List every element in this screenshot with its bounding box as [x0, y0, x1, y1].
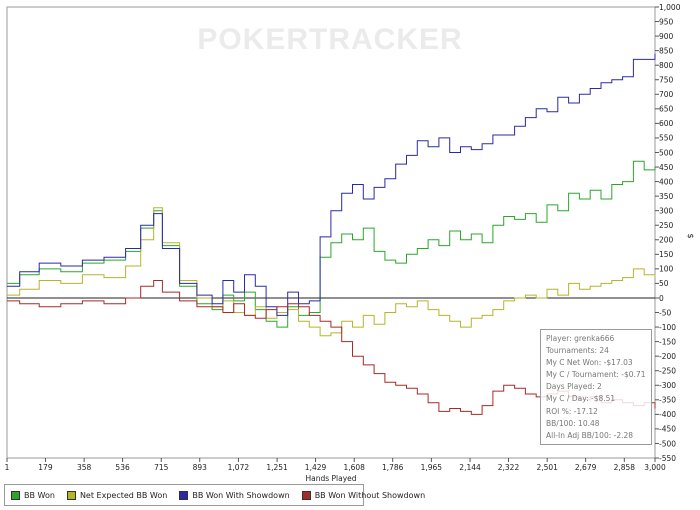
- y-tick-label: 100: [659, 265, 674, 274]
- y-tick-label: 1,000: [659, 3, 681, 12]
- series-line-2: [7, 53, 656, 316]
- y-tick-label: 300: [659, 206, 674, 215]
- legend-label: BB Won: [24, 490, 55, 500]
- y-tick-label: 500: [659, 148, 674, 157]
- y-tick-label: -150: [659, 337, 676, 346]
- y-tick-label: -550: [659, 454, 676, 463]
- y-tick-label: -500: [659, 439, 676, 448]
- y-tick-label: -350: [659, 396, 676, 405]
- y-tick-label: 700: [659, 90, 674, 99]
- y-tick-label: 200: [659, 236, 674, 245]
- x-tick-label: 715: [154, 463, 169, 472]
- x-tick-label: 1: [5, 463, 10, 472]
- x-tick-label: 179: [38, 463, 53, 472]
- stat-allin-bb100: All-In Adj BB/100: -2.28: [546, 430, 634, 440]
- stat-net-won: My C Net Won: -$17.03: [546, 358, 633, 368]
- y-tick-label: 250: [659, 221, 674, 230]
- y-tick-label: -200: [659, 352, 676, 361]
- legend-label: BB Won With Showdown: [192, 490, 290, 500]
- y-tick-label: 850: [659, 46, 674, 55]
- y-axis-label: $: [686, 233, 695, 238]
- x-tick-label: 1,786: [382, 463, 404, 472]
- x-tick-label: 893: [193, 463, 208, 472]
- stats-panel: Player: grenka666 Tournaments: 24 My C N…: [540, 329, 652, 445]
- y-tick-label: 450: [659, 163, 674, 172]
- legend-item-without-showdown: BB Won Without Showdown: [301, 490, 426, 500]
- x-tick-label: 3,000: [644, 463, 666, 472]
- legend-swatch: [179, 490, 189, 500]
- y-tick-label: 600: [659, 119, 674, 128]
- y-tick-label: 900: [659, 32, 674, 41]
- y-tick-label: -450: [659, 425, 676, 434]
- legend-item-bb-won: BB Won: [11, 490, 55, 500]
- stat-roi: ROI %: -17.12: [546, 406, 598, 416]
- stat-per-tournament: My C / Tournament: -$0.71: [546, 370, 646, 380]
- stat-player: Player: grenka666: [546, 334, 615, 343]
- y-tick-label: 50: [659, 279, 669, 288]
- x-tick-label: 1,429: [305, 463, 327, 472]
- y-tick-label: 150: [659, 250, 674, 259]
- y-tick-label: -50: [659, 308, 671, 317]
- stat-per-day: My C / Day: -$8.51: [546, 394, 616, 404]
- x-tick-label: 2,501: [536, 463, 558, 472]
- legend-item-with-showdown: BB Won With Showdown: [179, 490, 290, 500]
- stat-bb100: BB/100: 10.48: [546, 418, 600, 428]
- legend-swatch: [301, 490, 311, 500]
- x-tick-label: 2,679: [575, 463, 597, 472]
- watermark: POKERTRACKER: [197, 23, 462, 56]
- x-tick-label: 1,251: [266, 463, 288, 472]
- y-tick-label: -250: [659, 367, 676, 376]
- x-axis-label: Hands Played: [305, 474, 356, 483]
- legend-swatch: [66, 490, 76, 500]
- y-tick-label: 800: [659, 61, 674, 70]
- legend-label: BB Won Without Showdown: [314, 490, 426, 500]
- y-tick-label: 550: [659, 134, 674, 143]
- legend-swatch: [11, 490, 20, 500]
- x-tick-label: 2,322: [498, 463, 520, 472]
- x-tick-label: 358: [77, 463, 92, 472]
- y-tick-label: 650: [659, 105, 674, 114]
- x-tick-label: 536: [115, 463, 130, 472]
- x-tick-label: 1,965: [421, 463, 443, 472]
- stat-tournaments: Tournaments: 24: [546, 346, 609, 356]
- x-tick-label: 1,608: [343, 463, 365, 472]
- y-tick-label: -400: [659, 410, 676, 419]
- plot-area: [6, 6, 656, 459]
- y-tick-label: 750: [659, 76, 674, 85]
- x-tick-label: 2,858: [614, 463, 636, 472]
- y-tick-label: 950: [659, 17, 674, 26]
- legend: BB Won Net Expected BB Won BB Won With S…: [4, 484, 425, 506]
- legend-item-net-expected: Net Expected BB Won: [66, 490, 168, 500]
- stat-days-played: Days Played: 2: [546, 382, 602, 392]
- y-tick-label: -100: [659, 323, 676, 332]
- y-tick-label: 350: [659, 192, 674, 201]
- y-tick-label: -300: [659, 381, 676, 390]
- legend-label: Net Expected BB Won: [79, 490, 168, 500]
- x-tick-label: 1,072: [228, 463, 250, 472]
- x-tick-label: 2,144: [459, 463, 481, 472]
- y-tick-label: 400: [659, 177, 674, 186]
- y-tick-label: 0: [659, 294, 664, 303]
